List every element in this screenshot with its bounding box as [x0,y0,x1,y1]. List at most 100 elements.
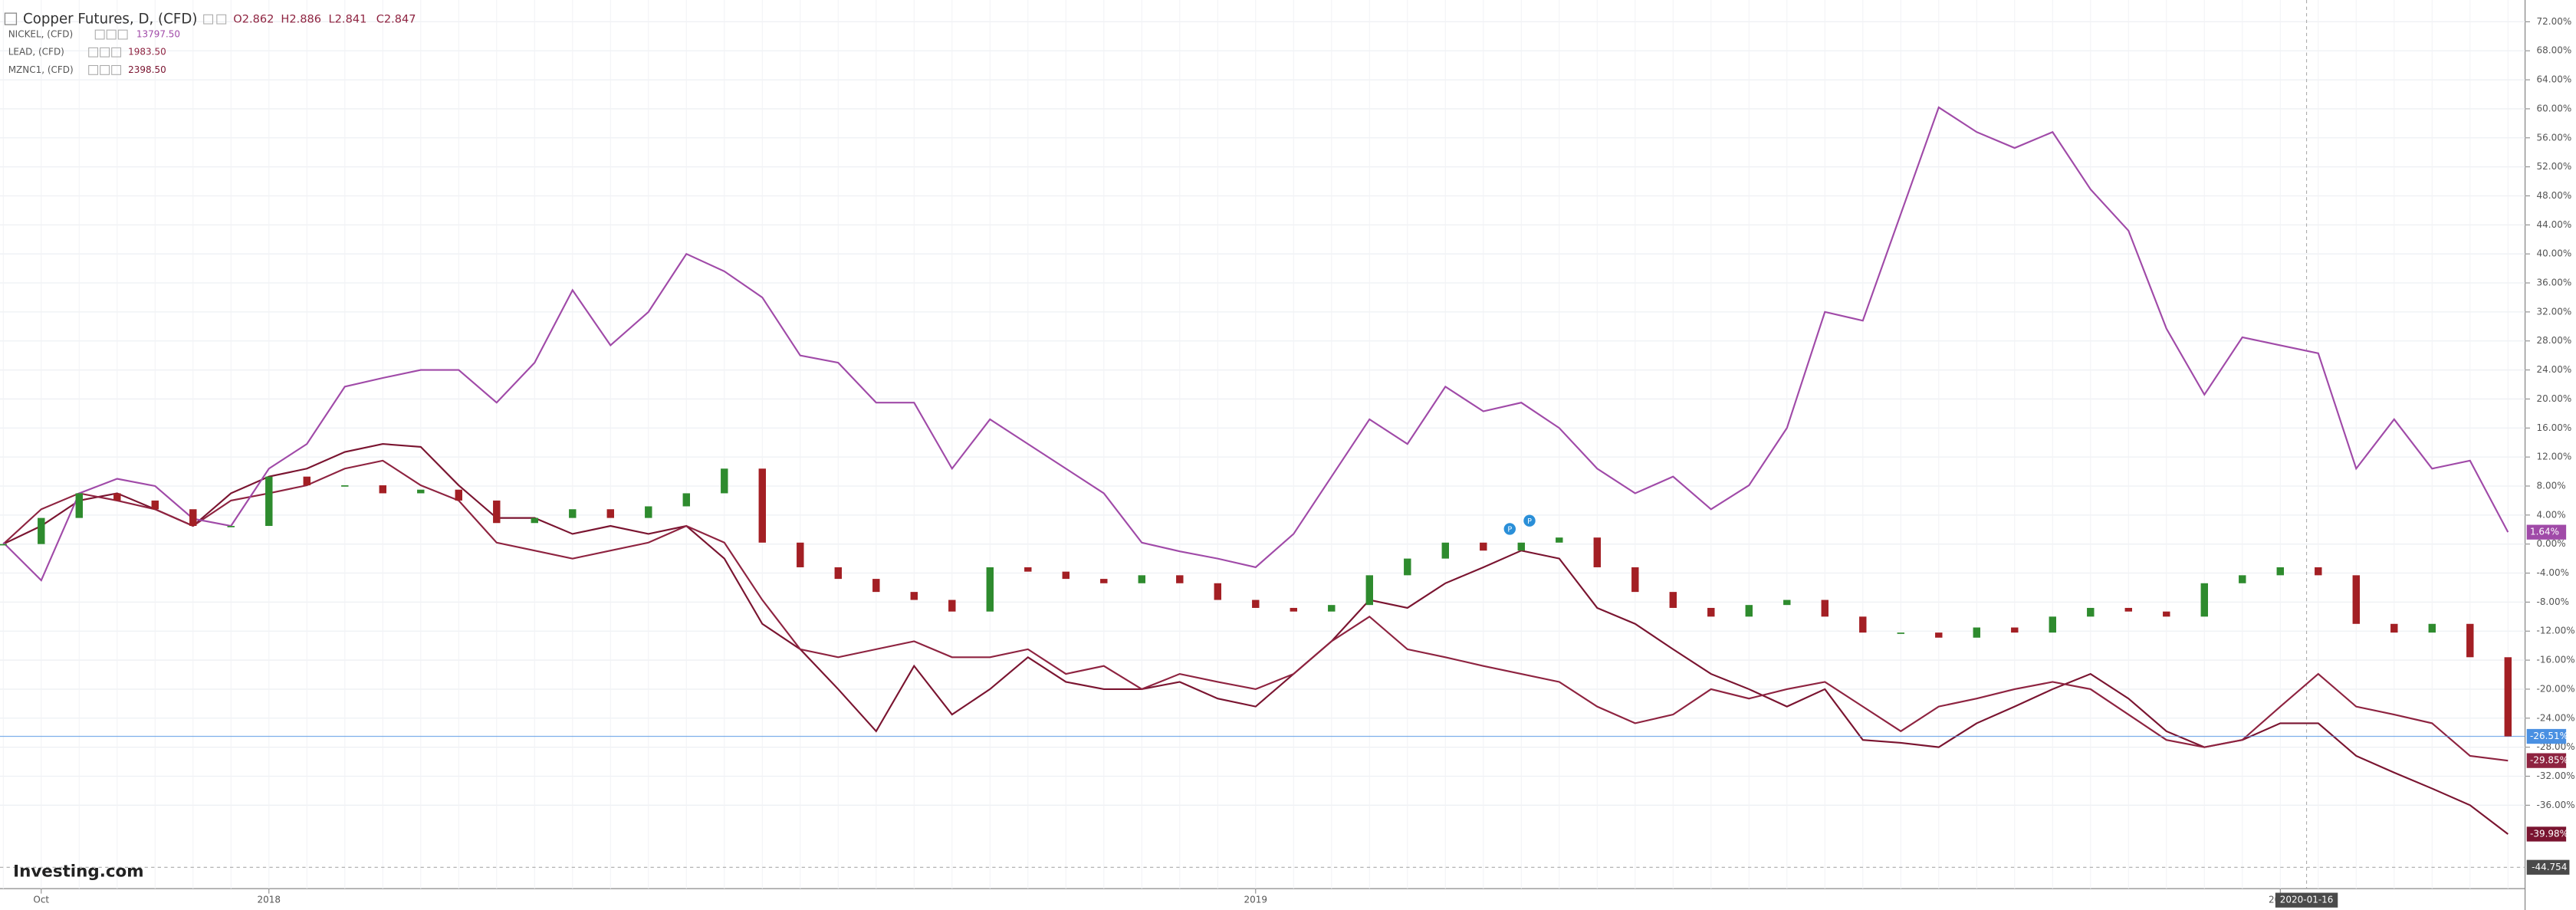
legend-button[interactable] [100,64,110,75]
collapse-icon[interactable] [4,12,18,25]
legend-button[interactable] [117,29,128,40]
y-tick-label: -28.00% [2537,741,2575,752]
ohlc-value: L2.841 [329,13,367,26]
legend-button[interactable] [94,29,105,40]
y-tick-label: 20.00% [2537,393,2572,404]
candle [758,468,766,543]
candle [1631,567,1639,593]
event-marker-label: P [1507,526,1512,534]
event-marker[interactable] [1523,514,1536,527]
candle [1593,537,1601,567]
y-tick-label: 32.00% [2537,306,2572,317]
crosshair-x-label: 2020-01-16 [2280,895,2334,905]
y-tick-label: 52.00% [2537,161,2572,172]
candle [2049,616,2056,633]
event-marker-label: P [1527,517,1532,526]
x-tick-label: 2019 [1244,895,1268,905]
legend-button[interactable] [203,14,214,25]
legend-button[interactable] [106,29,117,40]
candle [1707,607,1715,617]
main-series-title: Copper Futures, D, (CFD) [23,11,197,28]
candle [2163,611,2170,617]
y-tick-label: 48.00% [2537,190,2572,201]
y-tick-label: 64.00% [2537,74,2572,85]
candle [948,600,956,612]
y-tick-label: 60.00% [2537,103,2572,113]
candle [2315,567,2322,576]
y-tick-label: -16.00% [2537,655,2575,665]
candle [1859,616,1867,633]
candle [569,509,577,518]
candle [2466,623,2474,658]
candle [1252,600,1260,608]
y-tick-label: -4.00% [2537,567,2569,578]
candle [1783,600,1791,606]
candle [1935,632,1943,638]
candle [2011,627,2019,633]
ohlc-value: C2.847 [376,13,416,26]
plot-area: PP [0,0,2525,889]
series-line [2,106,2509,582]
y-tick-label: -24.00% [2537,712,2575,723]
series-line [2,443,2509,835]
legend-name: LEAD, (CFD) [8,47,64,57]
legend-button[interactable] [216,14,227,25]
value-tag [2526,826,2567,842]
value-tag [2526,524,2567,540]
candle [910,592,918,600]
candle [1821,600,1829,617]
candle [341,485,349,487]
candle [2352,575,2360,624]
x-tick-label: 2018 [258,895,281,905]
candle [2239,575,2246,583]
candle [1062,571,1070,580]
candle [721,468,728,494]
y-tick-label: 40.00% [2537,248,2572,259]
candle [151,500,159,510]
candle [113,493,121,501]
candle [379,485,386,494]
crosshair-y-tag [2526,859,2570,875]
y-tick-label: 0.00% [2537,538,2566,549]
legend-button[interactable] [111,64,122,75]
candle [797,542,804,567]
y-tick-label: 56.00% [2537,132,2572,143]
candle [834,567,842,580]
value-tag [2526,728,2567,744]
candle [1973,627,1980,638]
candle [872,579,880,593]
candle [493,500,501,524]
series-line [2,459,2509,762]
candle [606,509,614,518]
y-tick-label: 4.00% [2537,509,2566,520]
y-tick-label: 24.00% [2537,364,2572,375]
candle [2124,607,2132,612]
logo-text: Investing.com [13,862,143,882]
y-tick-label: -20.00% [2537,683,2575,694]
legend-rows: O2.862 H2.886 L2.841 C2.847 NICKEL, (CFD) 137… [8,13,416,75]
candle [1214,583,1221,600]
candle [455,489,462,501]
legend-name: MZNC1, (CFD) [8,64,74,75]
axes: -36.00% -32.00% -28.00% -24.00% -20.00% -16.0… [33,16,2575,908]
candle [1517,542,1525,551]
candle [2428,623,2436,633]
legend-button[interactable] [88,64,99,75]
legend-button[interactable] [88,47,99,57]
grid [0,0,2525,889]
legend-button[interactable] [100,47,110,57]
candle [1556,537,1563,543]
crosshair-x-tag [2275,892,2338,908]
candle [227,526,235,527]
candle [986,567,994,612]
candle [189,509,197,527]
legend-value: 2398.50 [128,64,166,75]
event-marker[interactable] [1503,523,1516,535]
candle [1404,558,1411,576]
candle [2087,607,2095,617]
legend-button[interactable] [111,47,122,57]
ohlc-value: O2.862 [233,13,274,26]
candle [2200,583,2208,617]
